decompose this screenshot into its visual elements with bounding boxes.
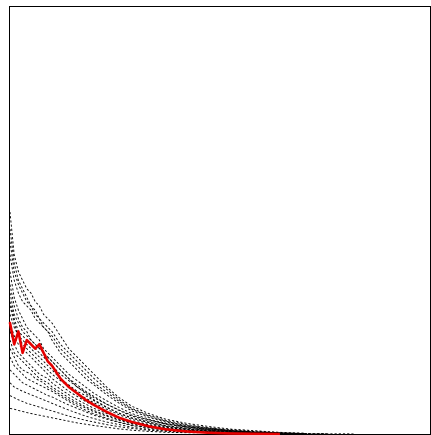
series-line-12	[9, 331, 305, 435]
series-line-7	[9, 293, 305, 435]
series-line-6	[9, 284, 330, 435]
series-line-17	[9, 382, 254, 435]
series-line-4	[9, 254, 279, 434]
series-line-13	[9, 339, 279, 435]
series-line-19	[9, 407, 229, 435]
series-line-14	[9, 348, 305, 435]
plot-frame	[9, 6, 431, 435]
series-line-5	[9, 271, 305, 435]
series-layer	[8, 211, 355, 435]
series-line-2	[9, 228, 279, 434]
series-line-11	[9, 322, 279, 435]
series-line-3	[9, 241, 305, 435]
series-line-18	[9, 395, 254, 435]
highlight-series-line	[8, 321, 281, 435]
series-line-1	[9, 211, 305, 434]
